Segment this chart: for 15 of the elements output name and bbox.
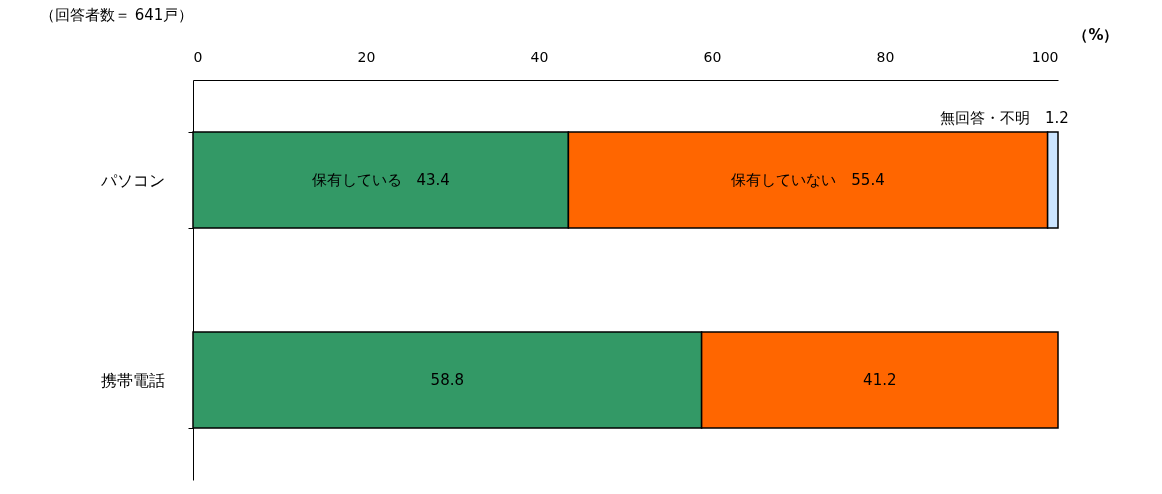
data-label: 58.8 <box>430 371 465 389</box>
y-tick-label: 携帯電話 <box>100 370 165 390</box>
x-axis-title: （%） <box>1073 25 1119 44</box>
data-label: 41.2 <box>863 371 897 389</box>
x-tick-label: 40 <box>530 48 549 65</box>
x-tick-label: 0 <box>193 48 203 65</box>
x-tick-label: 60 <box>703 48 722 65</box>
x-tick-label: 20 <box>357 48 376 65</box>
y-tick-label: パソコン <box>99 170 165 190</box>
x-tick-label: 80 <box>876 48 895 65</box>
text: （回答者数＝ 641戸） <box>40 6 194 24</box>
text: 保有していない 55.4 <box>731 171 885 189</box>
x-tick-label: 100 <box>1031 48 1059 65</box>
text: 無回答・不明 1.2 <box>940 109 1069 127</box>
text: 保有している 43.4 <box>311 171 450 189</box>
